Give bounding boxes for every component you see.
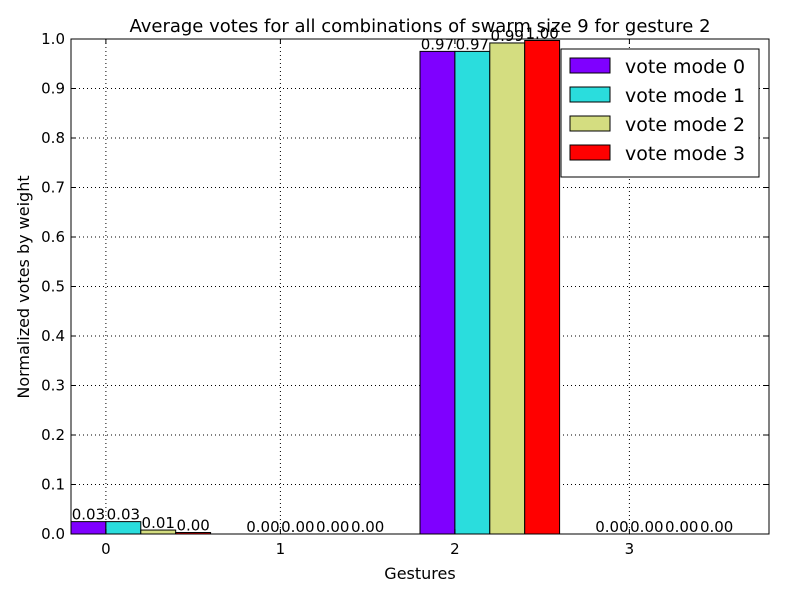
bar-value-label: 0.01 (142, 514, 175, 532)
legend-swatch (569, 57, 611, 74)
bar-value-label: 0.00 (630, 518, 663, 536)
legend-swatch (569, 86, 611, 103)
bar (489, 42, 526, 535)
bars (70, 39, 561, 535)
bar-labels: 0.030.000.970.000.030.000.970.000.01 0.00… (72, 24, 734, 536)
chart-title: Average votes for all combinations of sw… (129, 16, 710, 37)
y-tick-label: 1.0 (41, 30, 65, 48)
y-tick-label: 0.2 (41, 426, 65, 444)
bar-value-label: 0.99 (491, 27, 524, 45)
bar (419, 50, 456, 535)
bar-value-label: 0.03 (72, 506, 105, 524)
y-tick-label: 0.3 (41, 377, 65, 395)
y-tick-label: 0.0 (41, 525, 65, 543)
legend-label: vote mode 2 (625, 114, 745, 136)
bar-value-label: 0.00 (246, 518, 279, 536)
bar-value-label: 0.97 (456, 35, 489, 53)
bar-value-label: 0.00 (665, 518, 698, 536)
x-tick-label: 0 (101, 540, 111, 558)
x-tick-label: 2 (450, 540, 460, 558)
legend: vote mode 0 vote mode 1 vote mode 2 vote mo… (560, 48, 760, 178)
y-axis-label: Normalized votes by weight (14, 175, 33, 398)
bar-value-label: 0.03 (107, 506, 140, 524)
legend-label: vote mode 1 (625, 85, 745, 107)
y-tick-label: 0.9 (41, 80, 65, 98)
bar (524, 39, 561, 535)
x-tick-label: 3 (625, 540, 635, 558)
y-tick-label: 0.7 (41, 179, 65, 197)
bar-value-label: 0.00 (281, 518, 314, 536)
bar (454, 50, 491, 535)
y-tick-label: 0.1 (41, 476, 65, 494)
bar-value-label: 0.00 (316, 518, 349, 536)
y-tick-label: 0.4 (41, 327, 65, 345)
x-axis-label: Gestures (384, 564, 455, 583)
legend-swatch (569, 144, 611, 161)
axis-ticks: 0.0 0.1 0.2 0.3 0.4 0.5 0.6 0.7 0.8 0.9 1.0 0 1 2 3 (41, 30, 769, 558)
y-tick-label: 0.6 (41, 228, 65, 246)
bar-value-label: 0.00 (595, 518, 628, 536)
bar-value-label: 0.00 (351, 518, 384, 536)
y-tick-label: 0.5 (41, 278, 65, 296)
legend-swatch (569, 115, 611, 132)
bar-value-label: 0.97 (421, 35, 454, 53)
y-tick-label: 0.8 (41, 129, 65, 147)
x-tick-label: 1 (276, 540, 286, 558)
bar-value-label: 0.00 (700, 518, 733, 536)
legend-label: vote mode 3 (625, 143, 745, 165)
bar-value-label: 1.00 (525, 24, 558, 42)
bar-value-label: 0.00 (176, 517, 209, 535)
legend-label: vote mode 0 (625, 56, 745, 78)
